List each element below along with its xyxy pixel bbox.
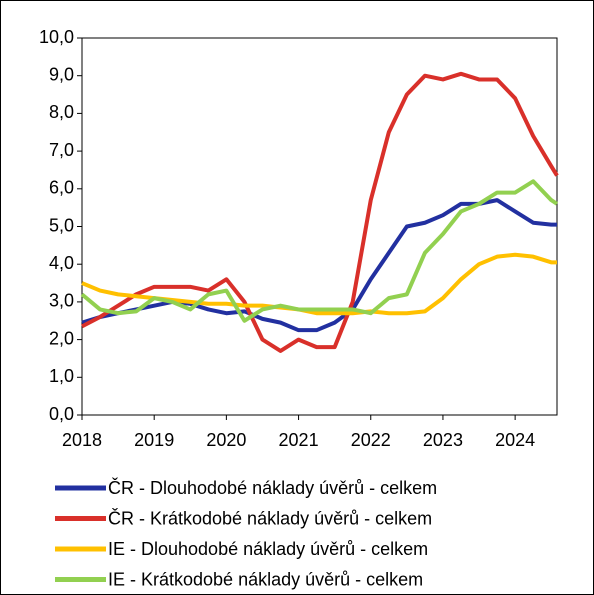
x-tick-label: 2019 — [134, 430, 174, 450]
x-tick-label: 2024 — [495, 430, 535, 450]
y-tick-label: 6,0 — [49, 178, 74, 198]
x-tick-label: 2023 — [423, 430, 463, 450]
legend-label: IE - Krátkodobé náklady úvěrů - celkem — [108, 569, 423, 589]
series-line — [81, 71, 559, 353]
x-tick-label: 2022 — [351, 430, 391, 450]
y-tick-label: 10,0 — [39, 27, 74, 47]
series-line — [80, 179, 559, 323]
y-tick-label: 1,0 — [49, 366, 74, 386]
y-tick-label: 4,0 — [49, 253, 74, 273]
series-line — [81, 198, 557, 333]
legend-label: ČR - Krátkodobé náklady úvěrů - celkem — [108, 507, 432, 528]
y-tick-label: 0,0 — [49, 404, 74, 424]
y-tick-label: 5,0 — [49, 215, 74, 235]
legend-label: IE - Dlouhodobé náklady úvěrů - celkem — [108, 539, 428, 559]
y-tick-label: 2,0 — [49, 328, 74, 348]
x-tick-label: 2020 — [206, 430, 246, 450]
x-tick-label: 2018 — [62, 430, 102, 450]
legend-label: ČR - Dlouhodobé náklady úvěrů - celkem — [108, 477, 437, 498]
y-tick-label: 3,0 — [49, 291, 74, 311]
y-tick-label: 9,0 — [49, 64, 74, 84]
y-tick-label: 7,0 — [49, 140, 74, 160]
x-tick-label: 2021 — [279, 430, 319, 450]
y-tick-label: 8,0 — [49, 102, 74, 122]
